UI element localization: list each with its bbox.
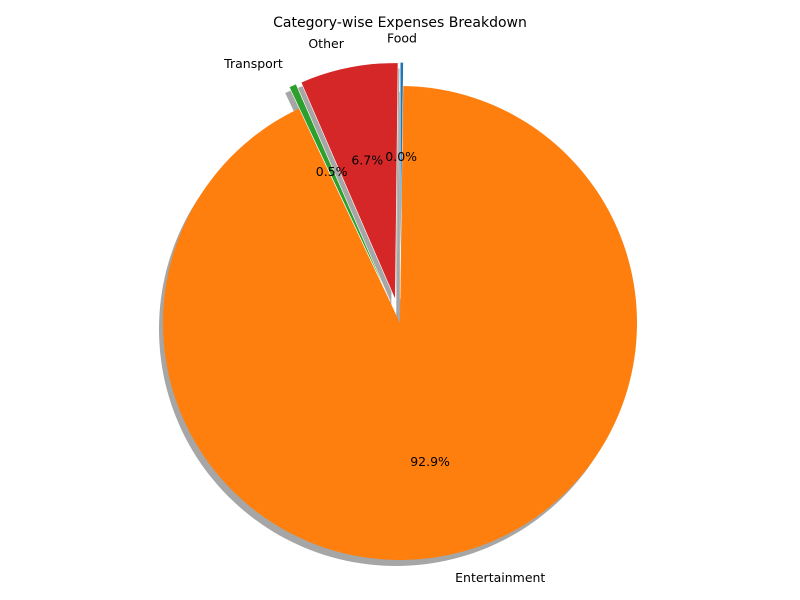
chart-title: Category-wise Expenses Breakdown xyxy=(273,15,527,31)
pie-slices xyxy=(162,62,637,561)
percent-label-other: 6.7% xyxy=(351,152,383,167)
pie-labels: Food 0.0% Entertainment 92.9% Transport 0.5% O… xyxy=(223,31,545,585)
slice-label-other: Other xyxy=(308,36,344,51)
pie-slice-other xyxy=(300,62,399,300)
pie-slice-transport xyxy=(288,83,391,302)
slice-label-transport: Transport xyxy=(223,56,283,71)
percent-label-food: 0.0% xyxy=(385,149,417,164)
slice-label-food: Food xyxy=(387,31,417,46)
pie-slice-food xyxy=(399,62,404,300)
slice-label-entertainment: Entertainment xyxy=(455,570,545,585)
percent-label-entertainment: 92.9% xyxy=(410,454,450,469)
percent-label-transport: 0.5% xyxy=(316,164,348,179)
pie-slice-entertainment xyxy=(162,86,637,561)
